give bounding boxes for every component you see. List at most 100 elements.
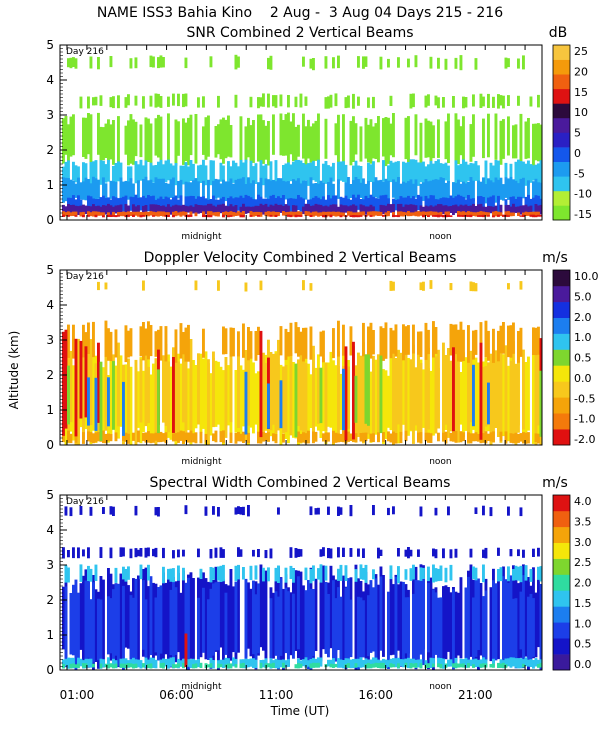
heatmap-cell [159, 55, 163, 68]
heatmap-layer [87, 364, 490, 436]
heatmap-cell [147, 659, 150, 667]
heatmap-cell [507, 506, 510, 516]
heatmap-cell [489, 587, 493, 662]
heatmap-cell [534, 327, 538, 356]
heatmap-cell [512, 433, 515, 444]
heatmap-cell [229, 178, 233, 199]
heatmap-cell [182, 567, 185, 581]
heatmap-cell [362, 548, 365, 558]
heatmap-cell [364, 571, 368, 668]
heatmap-cell [162, 178, 165, 203]
heatmap-cell [97, 205, 100, 214]
heatmap-cell [149, 179, 153, 200]
heatmap-layer [62, 211, 540, 217]
heatmap-cell [307, 119, 310, 159]
heatmap-cell [372, 505, 375, 516]
heatmap-cell [64, 329, 68, 429]
heatmap-cell [449, 659, 453, 667]
heatmap-cell [432, 195, 435, 213]
colorbar-swatch [553, 132, 570, 148]
heatmap-cell [417, 331, 420, 355]
heatmap-cell [357, 194, 360, 210]
heatmap-cell [314, 578, 318, 651]
heatmap-cell [232, 206, 235, 213]
heatmap-cell [462, 116, 465, 162]
heatmap-cell [477, 211, 480, 217]
heatmap-cell [504, 205, 508, 215]
heatmap-cell [237, 178, 240, 199]
heatmap-cell [92, 211, 95, 217]
heatmap-cell [334, 204, 338, 214]
heatmap-cell [474, 161, 478, 181]
heatmap-cell [94, 564, 98, 581]
heatmap-cell [202, 96, 205, 108]
heatmap-cell [177, 361, 180, 439]
heatmap-cell [167, 197, 170, 211]
heatmap-cell [159, 116, 163, 165]
heatmap-cell [249, 215, 253, 217]
heatmap-cell [527, 160, 530, 185]
heatmap-cell [254, 565, 258, 580]
heatmap-cell [207, 179, 210, 203]
colorbar-label: 1.5 [574, 597, 592, 610]
heatmap-cell [487, 433, 490, 441]
heatmap-cell [114, 215, 118, 218]
heatmap-cell [404, 430, 408, 442]
heatmap-cell [154, 659, 158, 669]
heatmap-cell [247, 341, 250, 426]
heatmap-cell [62, 118, 65, 164]
heatmap-cell [477, 215, 480, 217]
heatmap-cell [294, 180, 298, 201]
heatmap-cell [142, 663, 145, 668]
heatmap-cell [264, 570, 268, 667]
heatmap-cell [347, 95, 350, 108]
heatmap-cell [164, 432, 168, 444]
heatmap-cell [272, 205, 275, 213]
heatmap-cell [104, 282, 108, 290]
heatmap-cell [159, 196, 163, 214]
heatmap-cell [372, 657, 375, 667]
heatmap-cell [439, 177, 443, 202]
heatmap-cell [519, 161, 523, 181]
heatmap-cell [492, 195, 495, 211]
heatmap-cell [357, 548, 360, 557]
heatmap-cell [337, 55, 340, 69]
heatmap-cell [389, 663, 393, 668]
heatmap-cell [284, 114, 288, 156]
heatmap-cell [79, 506, 83, 515]
heatmap-cell [392, 212, 395, 216]
heatmap-cell [299, 571, 303, 660]
heatmap-cell [362, 178, 365, 202]
heatmap-cell [504, 345, 508, 439]
heatmap-cell [322, 547, 325, 557]
heatmap-cell [487, 93, 490, 108]
heatmap-cell [72, 161, 75, 181]
heatmap-cell [142, 580, 145, 650]
heatmap-cell [279, 326, 283, 356]
heatmap-cell [102, 507, 105, 514]
colorbar-label: 0.5 [574, 352, 592, 365]
heatmap-cell [174, 195, 178, 211]
heatmap-cell [184, 348, 188, 441]
heatmap-cell [82, 575, 85, 661]
heatmap-cell [257, 549, 260, 558]
heatmap-cell [264, 203, 268, 214]
heatmap-cell [67, 324, 70, 358]
heatmap-cell [287, 214, 290, 217]
heatmap-cell [339, 373, 343, 430]
heatmap-cell [267, 211, 270, 217]
heatmap-cell [109, 434, 113, 442]
heatmap-cell [524, 211, 528, 216]
heatmap-cell [467, 206, 470, 214]
heatmap-cell [487, 215, 490, 217]
heatmap-cell [414, 580, 418, 660]
heatmap-cell [317, 113, 320, 162]
heatmap-cell [224, 181, 228, 202]
heatmap-cell [177, 205, 180, 214]
heatmap-cell [384, 205, 388, 214]
heatmap-cell [437, 179, 440, 202]
heatmap-cell [227, 181, 230, 201]
heatmap-cell [187, 324, 190, 362]
heatmap-cell [472, 566, 475, 580]
heatmap-cell [242, 211, 245, 216]
